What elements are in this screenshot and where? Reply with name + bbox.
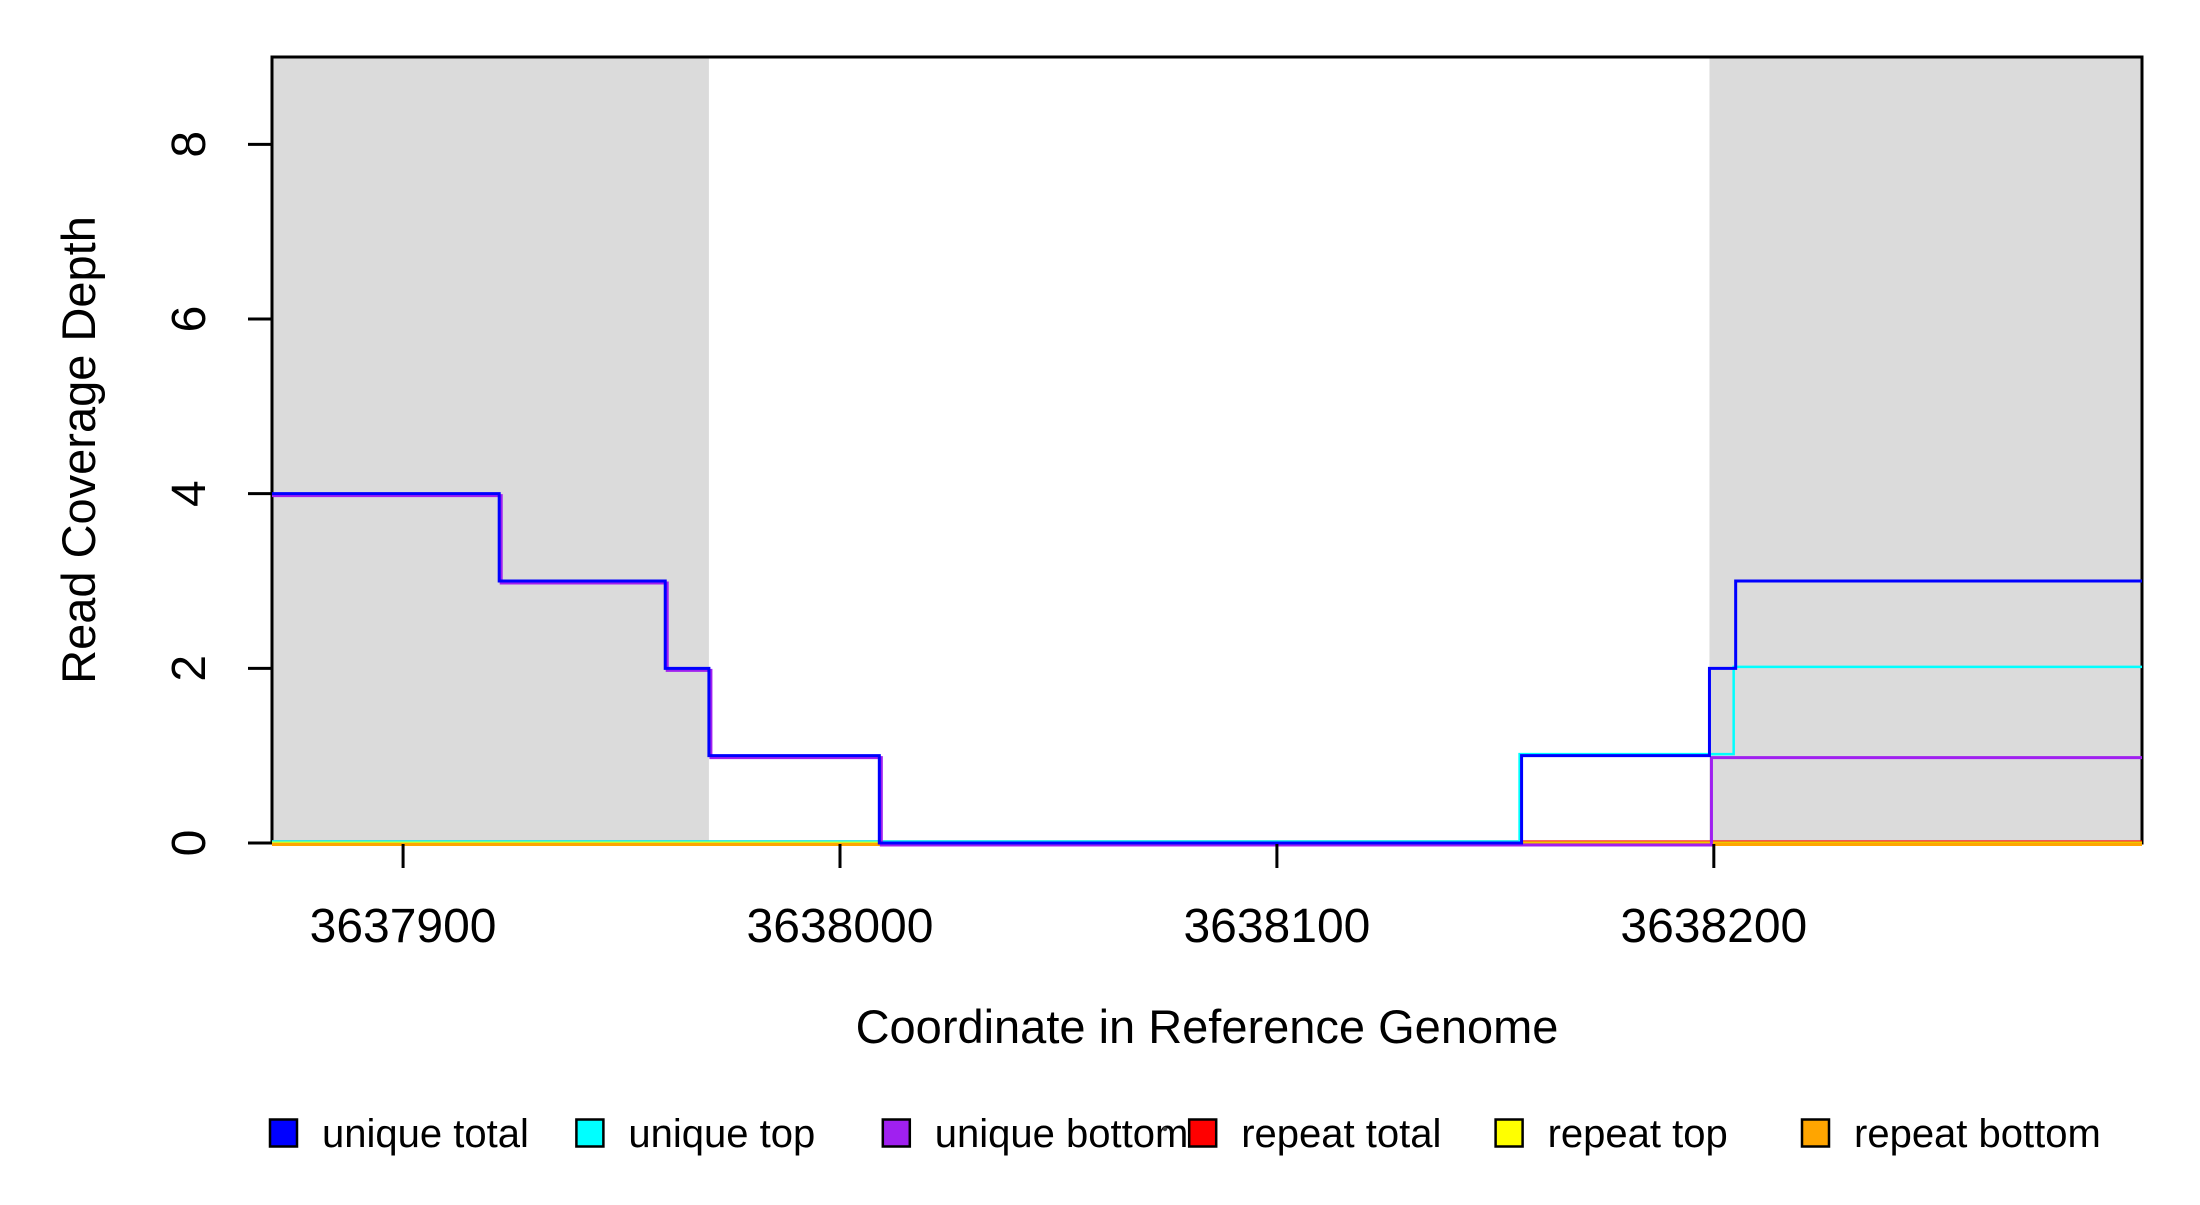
- y-axis-layer: 0 2 4 6 8: [163, 131, 271, 856]
- legend-swatch-repeat-top: [1494, 1118, 1524, 1148]
- legend: unique total unique top unique bottom repea…: [268, 1112, 2101, 1156]
- legend-label: unique total: [322, 1112, 529, 1156]
- legend-swatch-repeat-bottom: [1800, 1118, 1831, 1148]
- x-axis-title: Coordinate in Reference Genome: [856, 1000, 1559, 1053]
- legend-item-repeat-total: repeat total: [1187, 1112, 1441, 1156]
- legend-swatch-unique-bottom: [881, 1118, 912, 1148]
- highlight-region: [1709, 57, 2142, 843]
- y-tick-label: 6: [163, 306, 216, 333]
- artifact-layer: [1162, 1126, 1168, 1132]
- stray-dot: [1162, 1126, 1168, 1132]
- highlight-region: [272, 57, 709, 843]
- legend-label: unique bottom: [935, 1112, 1189, 1156]
- legend-item-unique-top: unique top: [575, 1112, 815, 1156]
- series-line-unique-bottom: [272, 494, 2142, 847]
- legend-item-unique-bottom: unique bottom: [881, 1112, 1189, 1156]
- series-lines-layer: [272, 492, 2142, 847]
- y-tick-label: 2: [163, 655, 216, 682]
- legend-swatch-unique-total: [268, 1118, 299, 1148]
- y-tick-label: 0: [163, 830, 216, 857]
- legend-label: repeat total: [1241, 1112, 1441, 1156]
- series-line-unique-total: [272, 492, 2142, 845]
- x-tick-label: 3637900: [310, 900, 497, 953]
- x-tick-label: 3638100: [1183, 900, 1370, 953]
- legend-item-unique-total: unique total: [268, 1112, 529, 1156]
- y-tick-label: 8: [163, 131, 216, 158]
- x-tick-label: 3638200: [1620, 900, 1807, 953]
- shaded-regions-layer: [272, 57, 2142, 843]
- legend-item-repeat-top: repeat top: [1494, 1112, 1728, 1156]
- y-tick-label: 4: [163, 480, 216, 507]
- x-tick-label: 3638000: [747, 900, 934, 953]
- legend-item-repeat-bottom: repeat bottom: [1800, 1112, 2101, 1156]
- legend-swatch-unique-top: [575, 1118, 605, 1148]
- y-axis-title: Read Coverage Depth: [52, 216, 105, 684]
- legend-label: unique top: [628, 1112, 815, 1156]
- x-axis-layer: 3637900 3638000 3638100 3638200: [310, 844, 1807, 953]
- legend-label: repeat top: [1548, 1112, 1728, 1156]
- legend-swatch-repeat-total: [1187, 1118, 1218, 1148]
- legend-label: repeat bottom: [1854, 1112, 2101, 1156]
